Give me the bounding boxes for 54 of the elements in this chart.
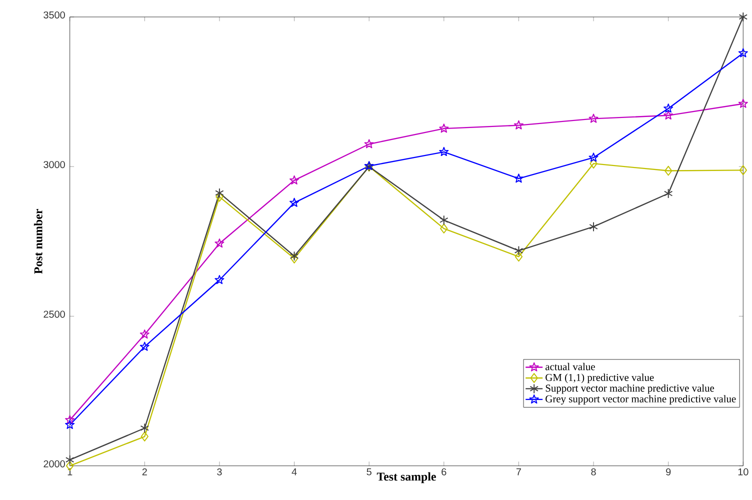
point [439, 124, 449, 133]
x-tick-label: 4 [292, 468, 297, 476]
point [738, 98, 748, 108]
point [290, 251, 299, 262]
x-tick-label: 10 [738, 468, 748, 476]
point [290, 176, 300, 185]
point [588, 152, 598, 162]
legend-label: actual value [546, 363, 595, 370]
point [439, 147, 449, 156]
point [440, 224, 448, 234]
point [214, 238, 224, 248]
point [664, 188, 673, 199]
point [65, 420, 75, 430]
point [140, 330, 150, 339]
y-tick-label: 2500 [44, 310, 65, 318]
x-tick-label: 7 [516, 468, 521, 476]
point [738, 12, 748, 22]
point [664, 166, 672, 176]
point [214, 275, 224, 284]
x-axis-title: Test sample [376, 472, 436, 484]
point [140, 432, 149, 442]
y-axis-title: Post number [34, 209, 42, 274]
legend-label: Support vector machine predictive value [546, 384, 714, 394]
point [664, 104, 674, 113]
y-tick-label: 3500 [44, 12, 65, 19]
point [514, 174, 524, 183]
point [588, 114, 598, 123]
point [664, 110, 674, 120]
point [65, 455, 74, 465]
point [364, 139, 374, 148]
x-tick-label: 5 [366, 468, 372, 476]
point [65, 415, 75, 424]
x-tick-label: 2 [142, 468, 147, 476]
point [514, 246, 524, 256]
point [739, 165, 748, 176]
point [290, 198, 300, 208]
x-tick-label: 9 [666, 468, 671, 476]
legend-label: GM (1,1) predictive value [546, 374, 654, 384]
x-tick-label: 8 [591, 468, 596, 476]
point [589, 222, 598, 232]
point [738, 48, 748, 58]
point [290, 254, 298, 264]
x-tick-label: 6 [442, 468, 446, 476]
point [140, 423, 150, 434]
y-tick-label: 3000 [44, 161, 65, 168]
x-tick-label: 3 [217, 468, 222, 476]
point [514, 120, 524, 130]
point [140, 342, 150, 351]
point [215, 188, 224, 198]
y-tick-label: 2000 [44, 460, 65, 468]
point [590, 158, 598, 169]
legend-label: Grey support vector machine predictive value [546, 395, 736, 405]
point [514, 252, 523, 262]
point [440, 215, 448, 226]
